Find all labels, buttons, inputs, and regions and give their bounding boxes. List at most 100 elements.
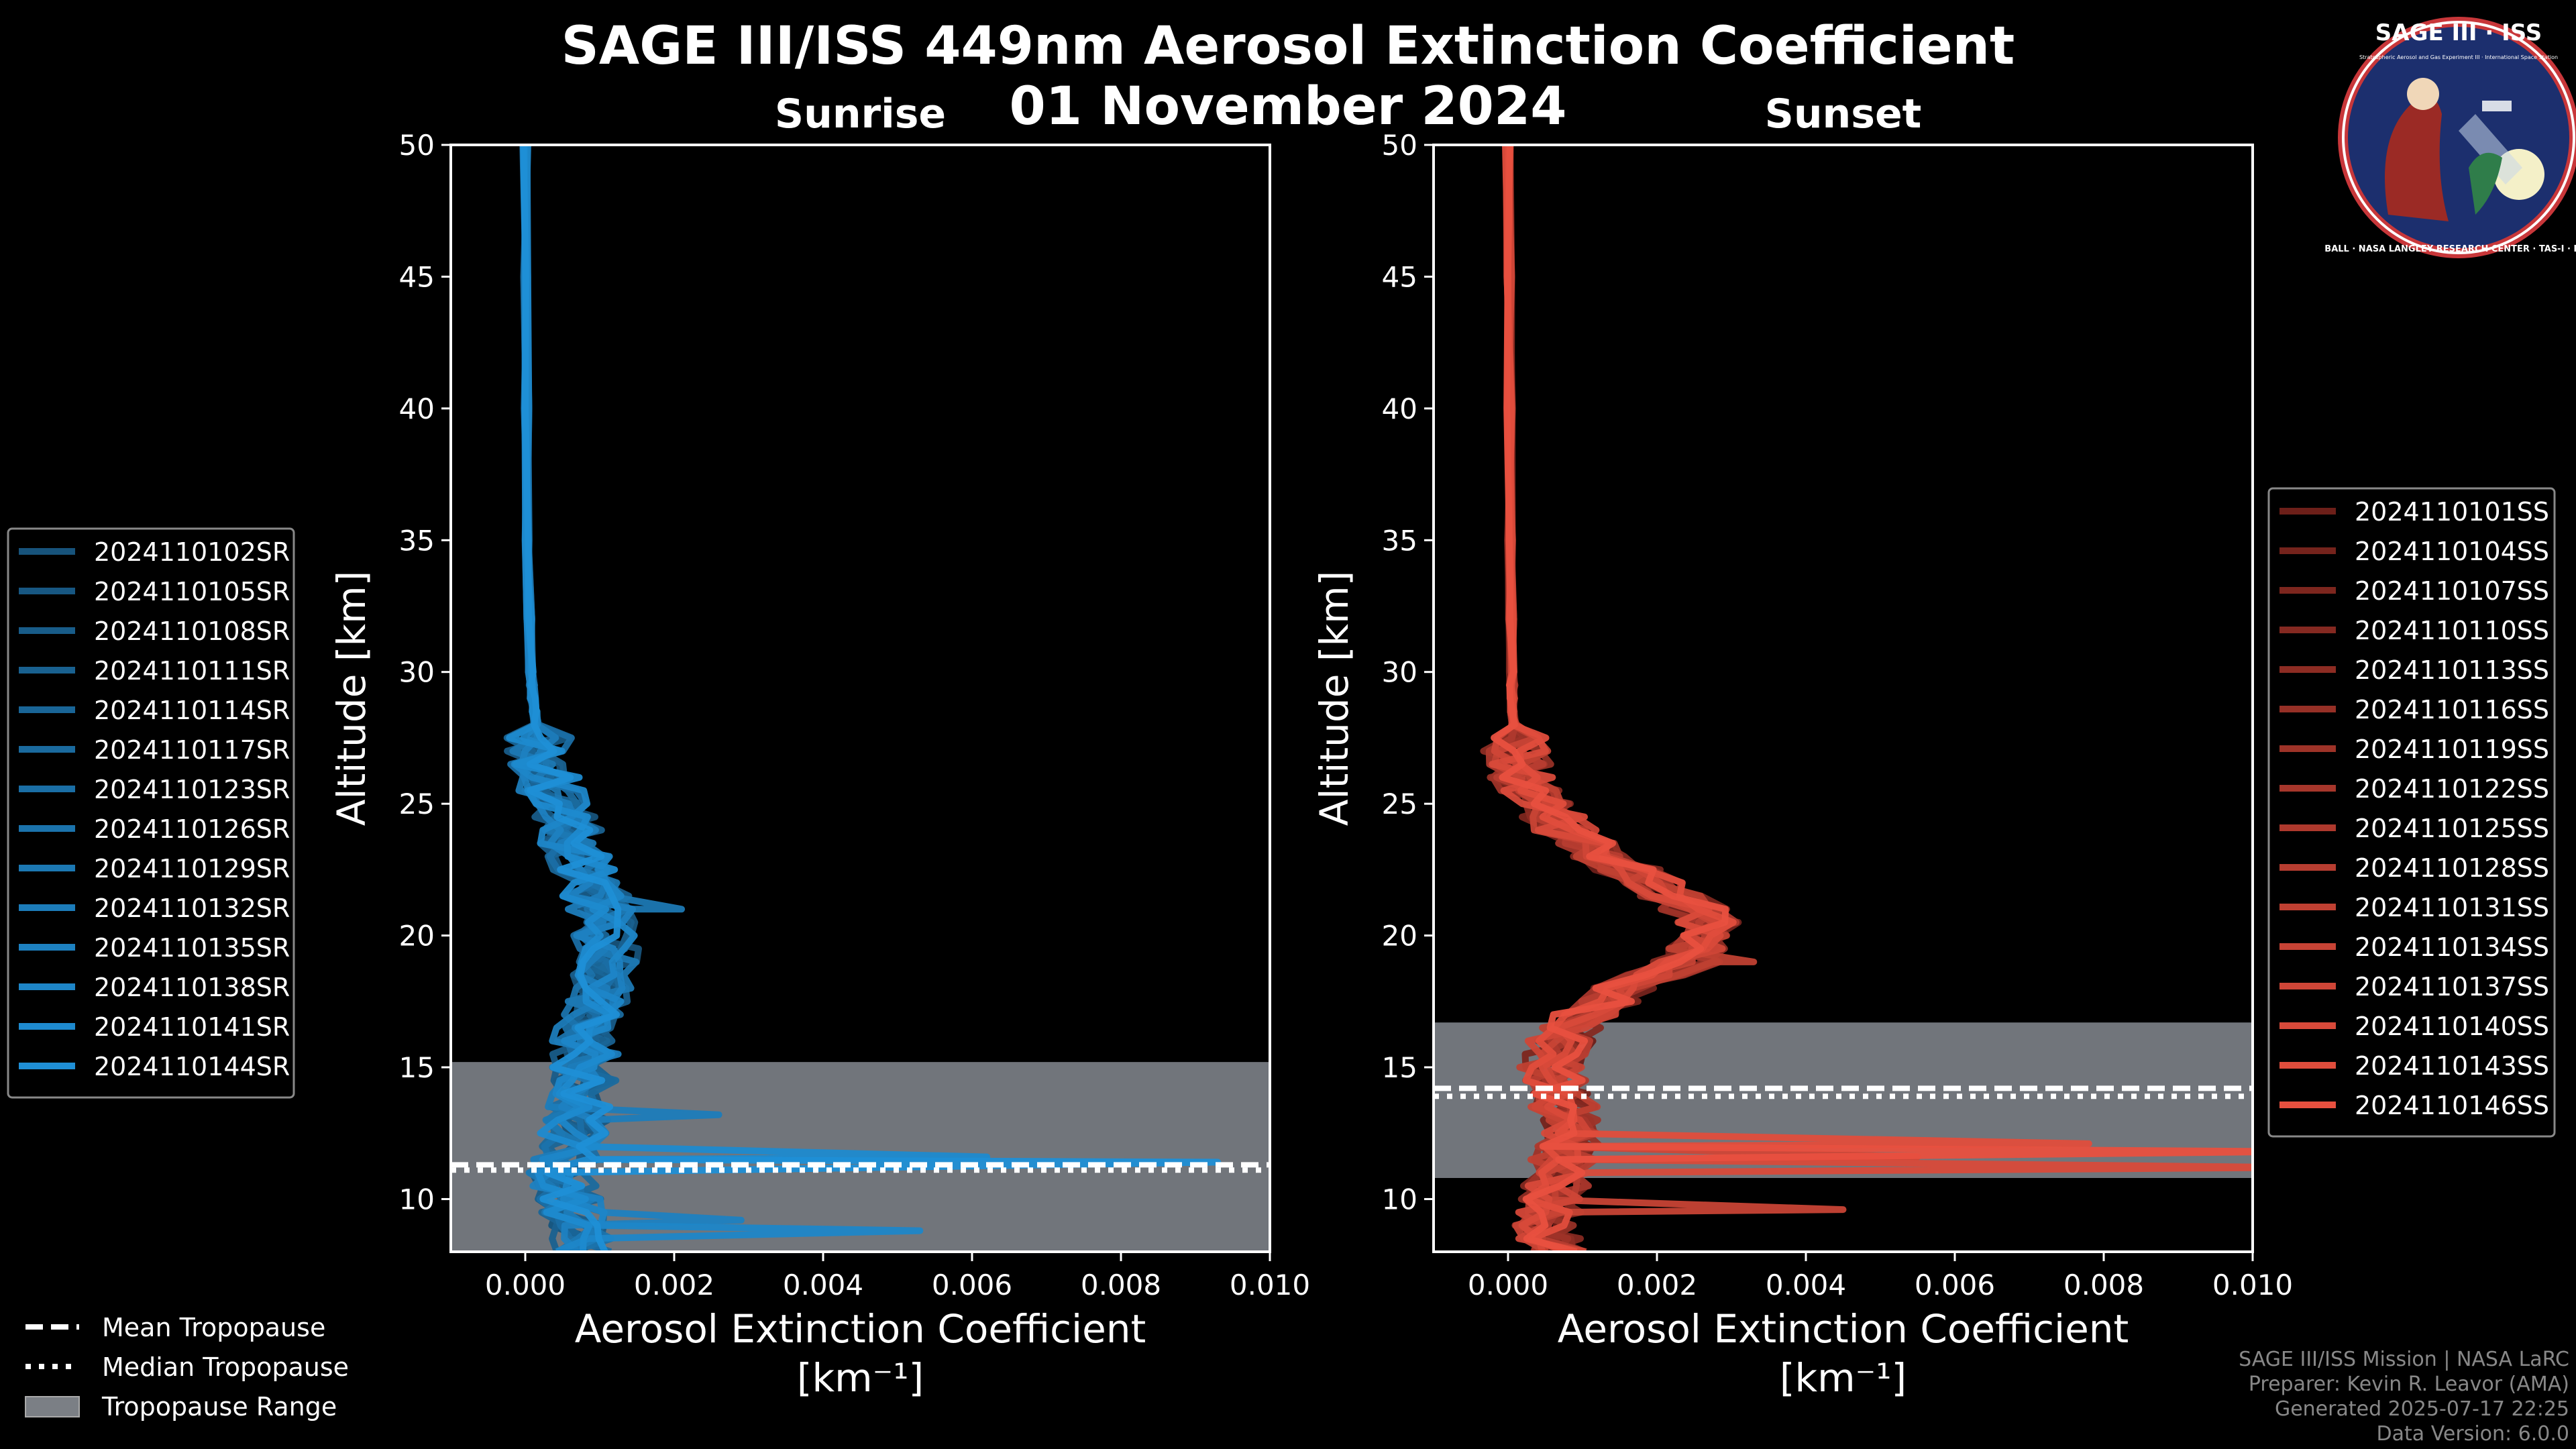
legend-entry: 2024110101SS bbox=[2355, 497, 2549, 527]
x-tick-label: 0.000 bbox=[1468, 1269, 1548, 1301]
plot-frame bbox=[1432, 144, 2254, 1253]
y-tick-label: 25 bbox=[1382, 788, 1417, 820]
profile-lines bbox=[503, 145, 1222, 1252]
x-tick-label: 0.008 bbox=[2063, 1269, 2144, 1301]
x-tick-label: 0.006 bbox=[1915, 1269, 1995, 1301]
legend-box bbox=[2267, 487, 2556, 1138]
legend-entry: 2024110117SR bbox=[94, 735, 290, 765]
legend-entry: 2024110132SR bbox=[94, 894, 290, 923]
legend-entry: 2024110134SS bbox=[2355, 932, 2549, 962]
logo-station bbox=[2482, 101, 2512, 111]
legend-entry: 2024110144SR bbox=[94, 1052, 290, 1081]
y-tick-label: 50 bbox=[1382, 129, 1417, 162]
logo-border bbox=[2342, 21, 2575, 254]
y-tick-label: 15 bbox=[399, 1051, 435, 1084]
profile-line-2024110144SR bbox=[520, 145, 1222, 1252]
legend-entry: 2024110137SS bbox=[2355, 972, 2549, 1002]
y-tick-label: 10 bbox=[399, 1183, 435, 1216]
sage-logo: SAGE III · ISS Stratospheric Aerosol and… bbox=[2324, 17, 2576, 258]
logo-sub-text: Stratospheric Aerosol and Gas Experiment… bbox=[2359, 54, 2558, 60]
legend-entry: 2024110104SS bbox=[2355, 537, 2549, 566]
tropopause-legend: Mean Tropopause Median Tropopause Tropop… bbox=[25, 1313, 349, 1421]
x-tick-label: 0.002 bbox=[634, 1269, 714, 1301]
legend-entry: 2024110135SR bbox=[94, 933, 290, 963]
legend-entry: 2024110141SR bbox=[94, 1012, 290, 1042]
series-legend: 2024110101SS 2024110104SS 2024110107SS 2024… bbox=[2267, 487, 2556, 1138]
x-axis-unit: [km⁻¹] bbox=[1780, 1355, 1907, 1401]
y-tick-label: 10 bbox=[1382, 1183, 1417, 1216]
sunrise-panel: 0.000 0.002 0.004 0.006 0.008 0.010 10 15 20 25 30… bbox=[7, 91, 1310, 1401]
logo-beam bbox=[2459, 114, 2522, 184]
y-tick-label: 30 bbox=[399, 656, 435, 689]
plot-frame bbox=[449, 144, 1271, 1253]
profile-line-2024110146SS bbox=[1491, 145, 2253, 1252]
legend-entry: 2024110143SS bbox=[2355, 1051, 2549, 1081]
y-tick-label: 45 bbox=[1382, 260, 1417, 293]
tropopause-range-swatch bbox=[25, 1396, 80, 1417]
legend-entry: 2024110122SS bbox=[2355, 774, 2549, 804]
logo-top-text: SAGE III · ISS bbox=[2375, 19, 2542, 46]
x-axis-label: Aerosol Extinction Coefficient bbox=[1558, 1306, 2129, 1352]
sunset-panel: 0.000 0.002 0.004 0.006 0.008 0.010 10 15 20 25 30… bbox=[1311, 91, 2556, 1401]
legend-entry: 2024110102SR bbox=[94, 537, 290, 567]
legend-entry: 2024110107SS bbox=[2355, 576, 2549, 606]
legend-entry: 2024110116SS bbox=[2355, 695, 2549, 724]
logo-figure-head bbox=[2407, 78, 2439, 110]
y-tick-label: 40 bbox=[1382, 392, 1417, 425]
footer-data-version: Data Version: 6.0.0 bbox=[2377, 1422, 2569, 1446]
logo-figure bbox=[2385, 96, 2449, 221]
series-legend: 2024110102SR 2024110105SR 2024110108SR 2024… bbox=[7, 527, 295, 1099]
y-tick-label: 20 bbox=[399, 920, 435, 953]
x-tick-label: 0.000 bbox=[485, 1269, 566, 1301]
legend-entry: 2024110146SS bbox=[2355, 1091, 2549, 1120]
figure-date: 01 November 2024 bbox=[1009, 76, 1566, 137]
x-tick-label: 0.010 bbox=[1230, 1269, 1310, 1301]
legend-entry: 2024110138SR bbox=[94, 973, 290, 1002]
x-tick-label: 0.004 bbox=[1766, 1269, 1846, 1301]
legend-entry: 2024110140SS bbox=[2355, 1012, 2549, 1041]
legend-entry: 2024110126SR bbox=[94, 814, 290, 844]
panel-title: Sunrise bbox=[775, 91, 946, 138]
y-axis-label: Altitude [km] bbox=[329, 571, 374, 826]
y-tick-label: 20 bbox=[1382, 920, 1417, 953]
legend-entry: 2024110129SR bbox=[94, 854, 290, 883]
y-tick-label: 15 bbox=[1382, 1051, 1417, 1084]
legend-entry: 2024110125SS bbox=[2355, 814, 2549, 843]
y-tick-label: 25 bbox=[399, 788, 435, 820]
x-tick-label: 0.008 bbox=[1081, 1269, 1161, 1301]
legend-entry: 2024110131SS bbox=[2355, 893, 2549, 922]
logo-ring-text: BALL · NASA LANGLEY RESEARCH CENTER · TA… bbox=[2324, 244, 2576, 254]
y-axis-label: Altitude [km] bbox=[1311, 571, 1357, 826]
legend-entry: 2024110110SS bbox=[2355, 616, 2549, 645]
legend-entry: 2024110108SR bbox=[94, 616, 290, 646]
logo-earth-land bbox=[2469, 152, 2502, 215]
y-tick-label: 35 bbox=[399, 524, 435, 557]
legend-entry: 2024110119SS bbox=[2355, 735, 2549, 764]
tropopause-range-label: Tropopause Range bbox=[101, 1392, 337, 1421]
x-tick-label: 0.006 bbox=[932, 1269, 1012, 1301]
x-axis-label: Aerosol Extinction Coefficient bbox=[575, 1306, 1146, 1352]
y-tick-label: 40 bbox=[399, 392, 435, 425]
x-axis-unit: [km⁻¹] bbox=[797, 1355, 924, 1401]
mean-tropopause-label: Mean Tropopause bbox=[102, 1313, 325, 1342]
y-tick-label: 45 bbox=[399, 260, 435, 293]
footer-mission: SAGE III/ISS Mission | NASA LaRC bbox=[2239, 1348, 2569, 1371]
legend-entry: 2024110105SR bbox=[94, 577, 290, 606]
legend-entry: 2024110114SR bbox=[94, 696, 290, 725]
x-tick-label: 0.002 bbox=[1617, 1269, 1697, 1301]
figure-title: SAGE III/ISS 449nm Aerosol Extinction Co… bbox=[561, 16, 2015, 76]
footer-credits: SAGE III/ISS Mission | NASA LaRC Prepare… bbox=[2239, 1348, 2569, 1446]
y-tick-label: 50 bbox=[399, 129, 435, 162]
median-tropopause-label: Median Tropopause bbox=[102, 1352, 349, 1382]
legend-entry: 2024110113SS bbox=[2355, 655, 2549, 685]
x-tick-label: 0.004 bbox=[783, 1269, 863, 1301]
footer-generated: Generated 2025-07-17 22:25 bbox=[2275, 1397, 2569, 1421]
footer-preparer: Preparer: Kevin R. Leavor (AMA) bbox=[2249, 1373, 2569, 1396]
profile-lines bbox=[1480, 145, 2253, 1252]
y-tick-label: 30 bbox=[1382, 656, 1417, 689]
y-tick-label: 35 bbox=[1382, 524, 1417, 557]
legend-entry: 2024110128SS bbox=[2355, 853, 2549, 883]
legend-entry: 2024110123SR bbox=[94, 775, 290, 804]
